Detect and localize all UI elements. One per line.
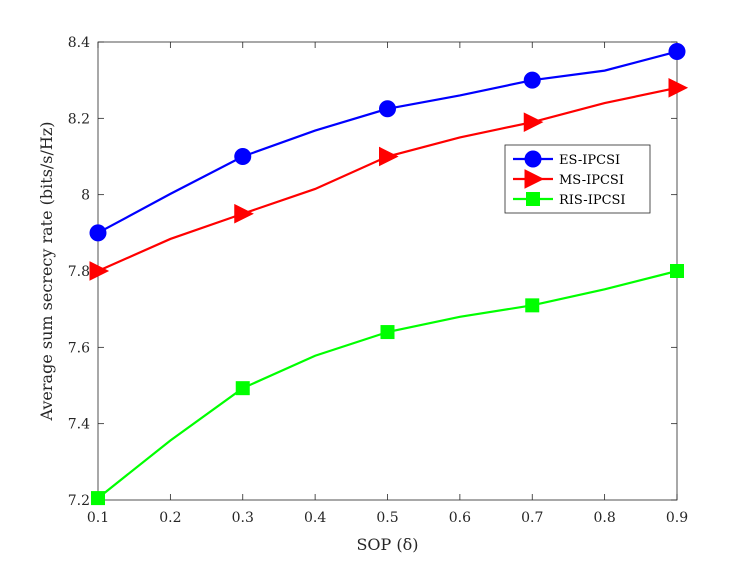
data-point — [670, 264, 684, 278]
data-point — [523, 71, 541, 89]
y-tick-label: 7.2 — [68, 493, 90, 509]
data-point — [89, 224, 107, 242]
data-point — [668, 77, 689, 98]
y-tick-label: 7.4 — [68, 417, 90, 433]
legend-label: ES-IPCSI — [559, 153, 620, 168]
y-tick-label: 8.4 — [68, 35, 90, 51]
y-axis-label: Average sum secrecy rate (bits/s/Hz) — [37, 121, 56, 421]
x-tick-label: 0.7 — [521, 510, 543, 526]
data-point — [379, 146, 399, 167]
x-tick-label: 0.3 — [232, 510, 254, 526]
x-tick-label: 0.5 — [376, 510, 398, 526]
data-point — [235, 381, 250, 396]
data-point — [234, 203, 254, 224]
data-point — [89, 261, 110, 281]
legend-entry: RIS-IPCSI — [513, 192, 626, 208]
data-point — [668, 43, 686, 61]
data-point — [379, 100, 396, 118]
x-tick-label: 0.4 — [304, 510, 326, 526]
y-tick-label: 7.6 — [68, 340, 90, 356]
y-tick-label: 8 — [81, 188, 90, 204]
series-0 — [89, 43, 686, 242]
legend-label: RIS-IPCSI — [559, 193, 626, 208]
series-1 — [89, 77, 689, 281]
legend-swatch-marker — [524, 150, 542, 168]
data-point — [91, 491, 105, 506]
data-point — [525, 298, 540, 313]
y-tick-label: 7.8 — [68, 264, 90, 280]
series-layer — [89, 43, 689, 506]
x-axis-label: SOP (δ) — [356, 535, 418, 554]
x-axis: 0.1 0.2 0.3 0.4 0.5 0.6 0.7 0.8 0.9 — [87, 42, 688, 526]
y-axis: 7.2 7.4 7.6 7.8 8 8.2 8.4 — [68, 35, 677, 509]
x-tick-label: 0.8 — [593, 510, 615, 526]
x-tick-label: 0.1 — [87, 510, 109, 526]
data-point — [234, 148, 252, 165]
x-tick-label: 0.6 — [449, 510, 471, 526]
x-tick-label: 0.2 — [159, 510, 181, 526]
legend-label: MS-IPCSI — [559, 173, 624, 188]
legend-swatch-marker — [526, 192, 540, 206]
legend-swatch-marker — [524, 169, 545, 189]
data-point — [380, 325, 395, 340]
x-tick-label: 0.9 — [666, 510, 688, 526]
series-2 — [91, 264, 684, 506]
legend-entry: ES-IPCSI — [513, 150, 620, 168]
legend: ES-IPCSI MS-IPCSI RIS-IPCSI — [504, 144, 651, 214]
y-tick-label: 8.2 — [68, 111, 90, 127]
legend-entry: MS-IPCSI — [513, 169, 624, 189]
data-point — [523, 112, 544, 132]
